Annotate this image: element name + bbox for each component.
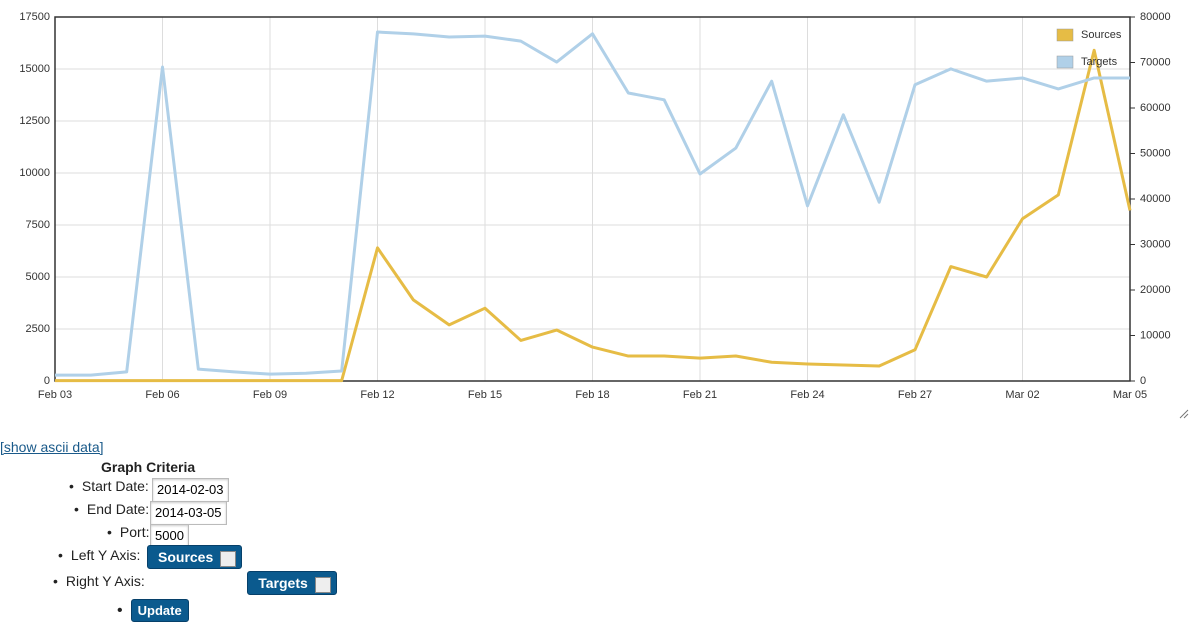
update-item: Update [117, 599, 189, 622]
ascii-link[interactable]: [show ascii data] [0, 439, 104, 455]
x-tick-label: Mar 02 [1005, 389, 1039, 401]
series-line [55, 48, 1132, 383]
y-tick-label: 10000 [19, 167, 50, 179]
x-tick-label: Feb 15 [468, 389, 502, 401]
chart: 0 2500 5000 7500 10000 12500 15000 17500 0 10000 2… [19, 11, 1189, 419]
y2-tick-label: 60000 [1140, 102, 1171, 114]
y2-tick-label: 30000 [1140, 238, 1171, 250]
field-item: End Date: [74, 501, 149, 517]
x-tick-label: Feb 21 [683, 389, 717, 401]
select[interactable]: Targets [247, 571, 337, 595]
y2-tick-label: 0 [1140, 375, 1146, 387]
series-line [55, 30, 1130, 377]
legend-swatch [1056, 55, 1074, 69]
y-tick-label: 15000 [19, 63, 50, 75]
x-tick-label: Feb 27 [898, 389, 932, 401]
legend-label: Targets [1081, 56, 1118, 68]
y2-tick-label: 10000 [1140, 329, 1171, 341]
field-label: Port: [119, 524, 150, 540]
resize-handle [1179, 409, 1189, 419]
field-label: End Date: [86, 501, 150, 517]
y-tick-label: 2500 [26, 323, 50, 335]
text-input[interactable]: 2014-03-05 [150, 501, 227, 525]
x-tick-label: Feb 12 [360, 389, 394, 401]
y2-tick-label: 40000 [1140, 193, 1171, 205]
y-tick-label: 12500 [19, 115, 50, 127]
y2-tick-label: 80000 [1140, 11, 1171, 23]
field-item: Port: [107, 524, 150, 540]
field-label: Left Y Axis: [70, 547, 141, 563]
update-button[interactable]: Update [130, 599, 189, 622]
x-tick-label: Feb 24 [790, 389, 824, 401]
field-item: Left Y Axis: [58, 547, 141, 563]
field-item: Start Date: [69, 478, 149, 494]
y-tick-label: 17500 [19, 11, 50, 23]
legend-label: Sources [1081, 29, 1122, 41]
plot-border [54, 16, 1131, 382]
y-tick-label: 5000 [26, 271, 50, 283]
form-title: Graph Criteria [101, 459, 196, 475]
x-tick-label: Feb 09 [253, 389, 287, 401]
field-label: Start Date: [81, 478, 149, 494]
legend-swatch [1056, 28, 1074, 42]
x-tick-label: Mar 05 [1113, 389, 1147, 401]
y2-tick-label: 70000 [1140, 56, 1171, 68]
y-tick-label: 0 [44, 375, 50, 387]
field-label: Right Y Axis: [65, 573, 145, 589]
text-input[interactable]: 2014-02-03 [152, 478, 229, 502]
x-tick-label: Feb 06 [145, 389, 179, 401]
y-tick-label: 7500 [26, 219, 50, 231]
form: Start Date:2014-02-03End Date:2014-03-05… [0, 0, 1190, 595]
field-item: Right Y Axis: [53, 573, 145, 589]
y2-tick-label: 50000 [1140, 147, 1171, 159]
x-tick-label: Feb 03 [38, 389, 72, 401]
select[interactable]: Sources [147, 545, 243, 569]
x-tick-label: Feb 18 [575, 389, 609, 401]
y2-tick-label: 20000 [1140, 284, 1171, 296]
